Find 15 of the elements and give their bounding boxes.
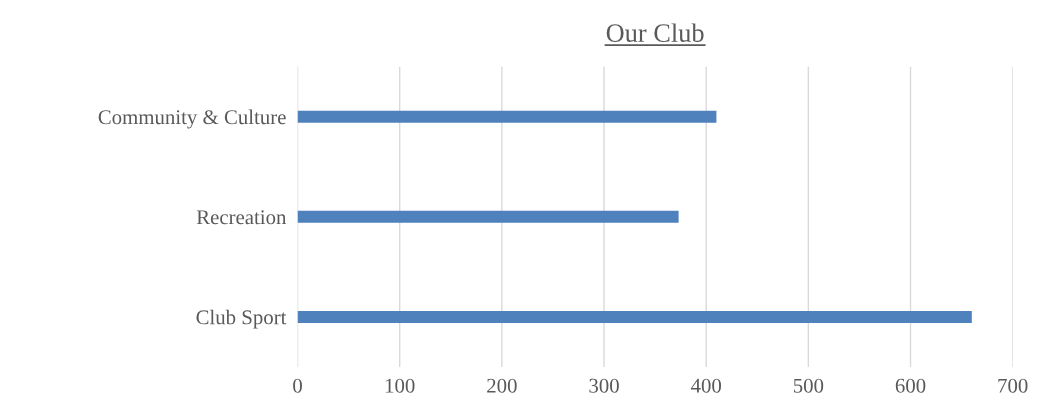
bar xyxy=(297,110,717,123)
x-tick-label: 500 xyxy=(793,378,824,393)
x-tick-label: 0 xyxy=(293,378,302,393)
bar xyxy=(297,310,972,323)
x-tick-label: 200 xyxy=(487,378,517,393)
y-tick-label: Community & Culture xyxy=(98,109,286,129)
bar xyxy=(297,210,679,223)
x-tick-label: 700 xyxy=(998,378,1028,393)
x-tick-label: 100 xyxy=(385,378,415,393)
x-tick-label: 300 xyxy=(589,378,619,393)
y-tick-label: Recreation xyxy=(196,210,287,225)
chart-title: Our Club xyxy=(606,23,704,42)
y-tick-label: Club Sport xyxy=(196,309,287,329)
x-tick-label: 400 xyxy=(690,378,722,393)
x-tick-label: 600 xyxy=(895,378,926,393)
